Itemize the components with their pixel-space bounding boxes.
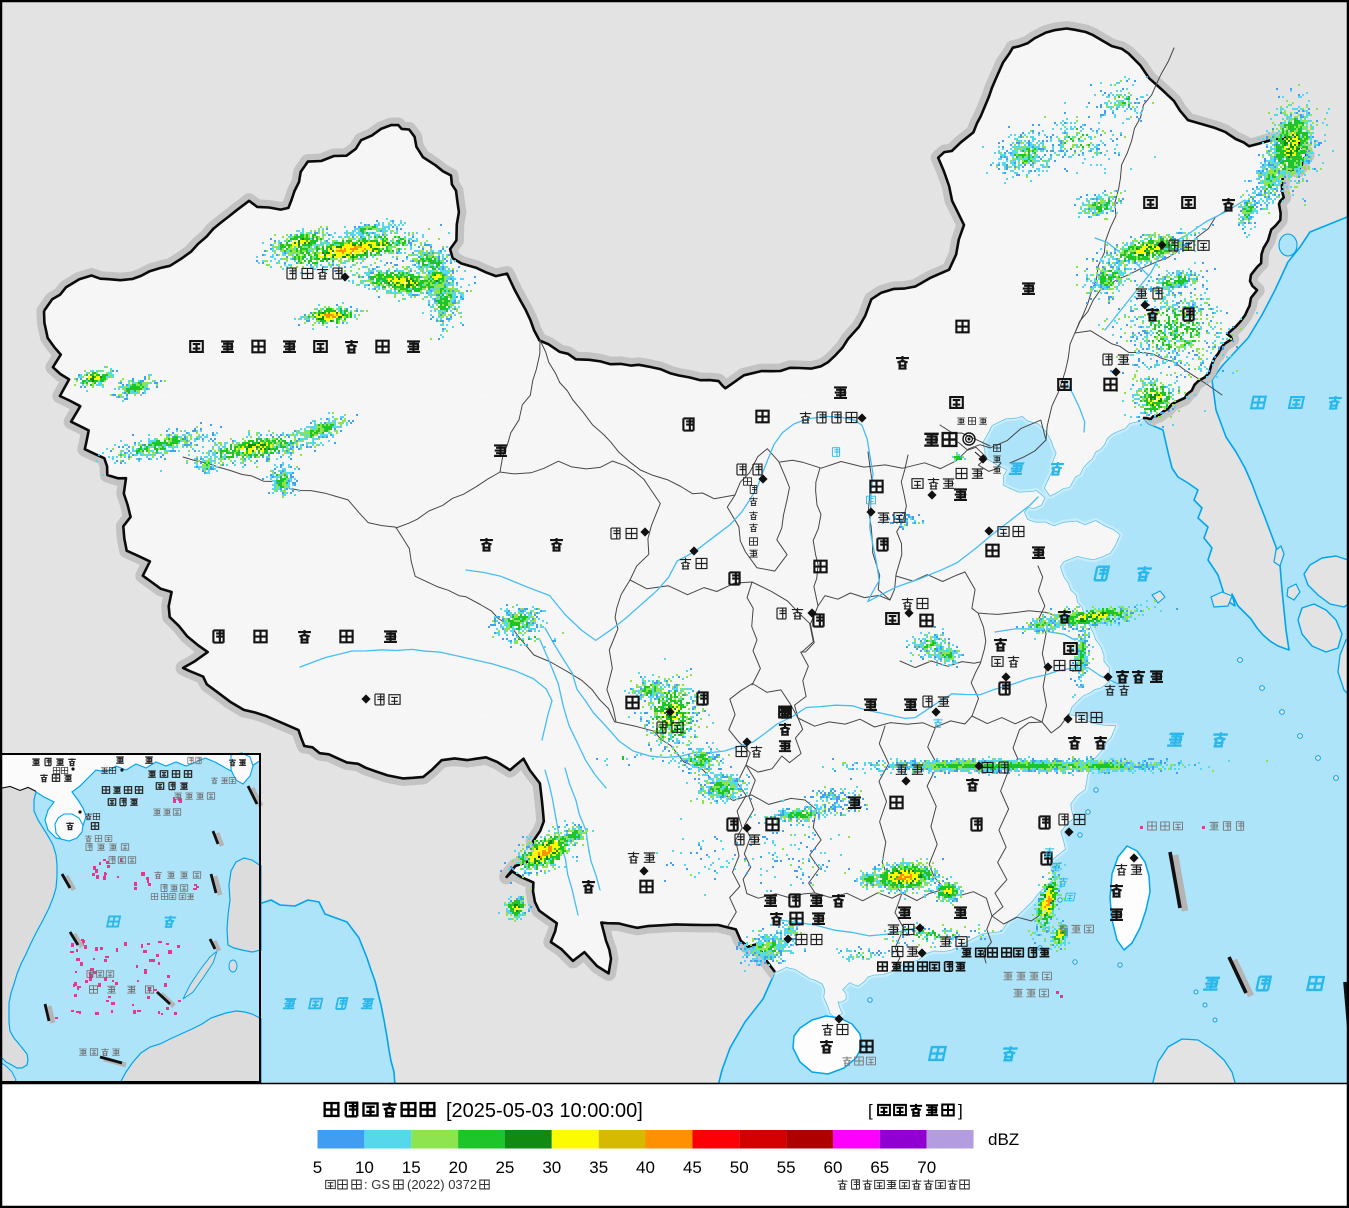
svg-text:60: 60	[824, 1158, 843, 1177]
svg-text:20: 20	[449, 1158, 468, 1177]
svg-text:35: 35	[589, 1158, 608, 1177]
svg-text:40: 40	[636, 1158, 655, 1177]
svg-text:5: 5	[313, 1158, 322, 1177]
svg-text:10: 10	[355, 1158, 374, 1177]
svg-text:: GS: : GS	[364, 1177, 390, 1192]
svg-text:15: 15	[402, 1158, 421, 1177]
svg-text:45: 45	[683, 1158, 702, 1177]
svg-text:50: 50	[730, 1158, 749, 1177]
svg-text:30: 30	[542, 1158, 561, 1177]
svg-text:25: 25	[495, 1158, 514, 1177]
svg-text:dBZ: dBZ	[988, 1130, 1019, 1149]
svg-text:]: ]	[958, 1101, 963, 1120]
svg-text:(2022) 0372: (2022) 0372	[407, 1177, 477, 1192]
svg-text:[2025-05-03 10:00:00]: [2025-05-03 10:00:00]	[446, 1100, 643, 1122]
svg-text:55: 55	[777, 1158, 796, 1177]
svg-text:65: 65	[870, 1158, 889, 1177]
svg-text:[: [	[868, 1101, 873, 1120]
svg-text:70: 70	[917, 1158, 936, 1177]
